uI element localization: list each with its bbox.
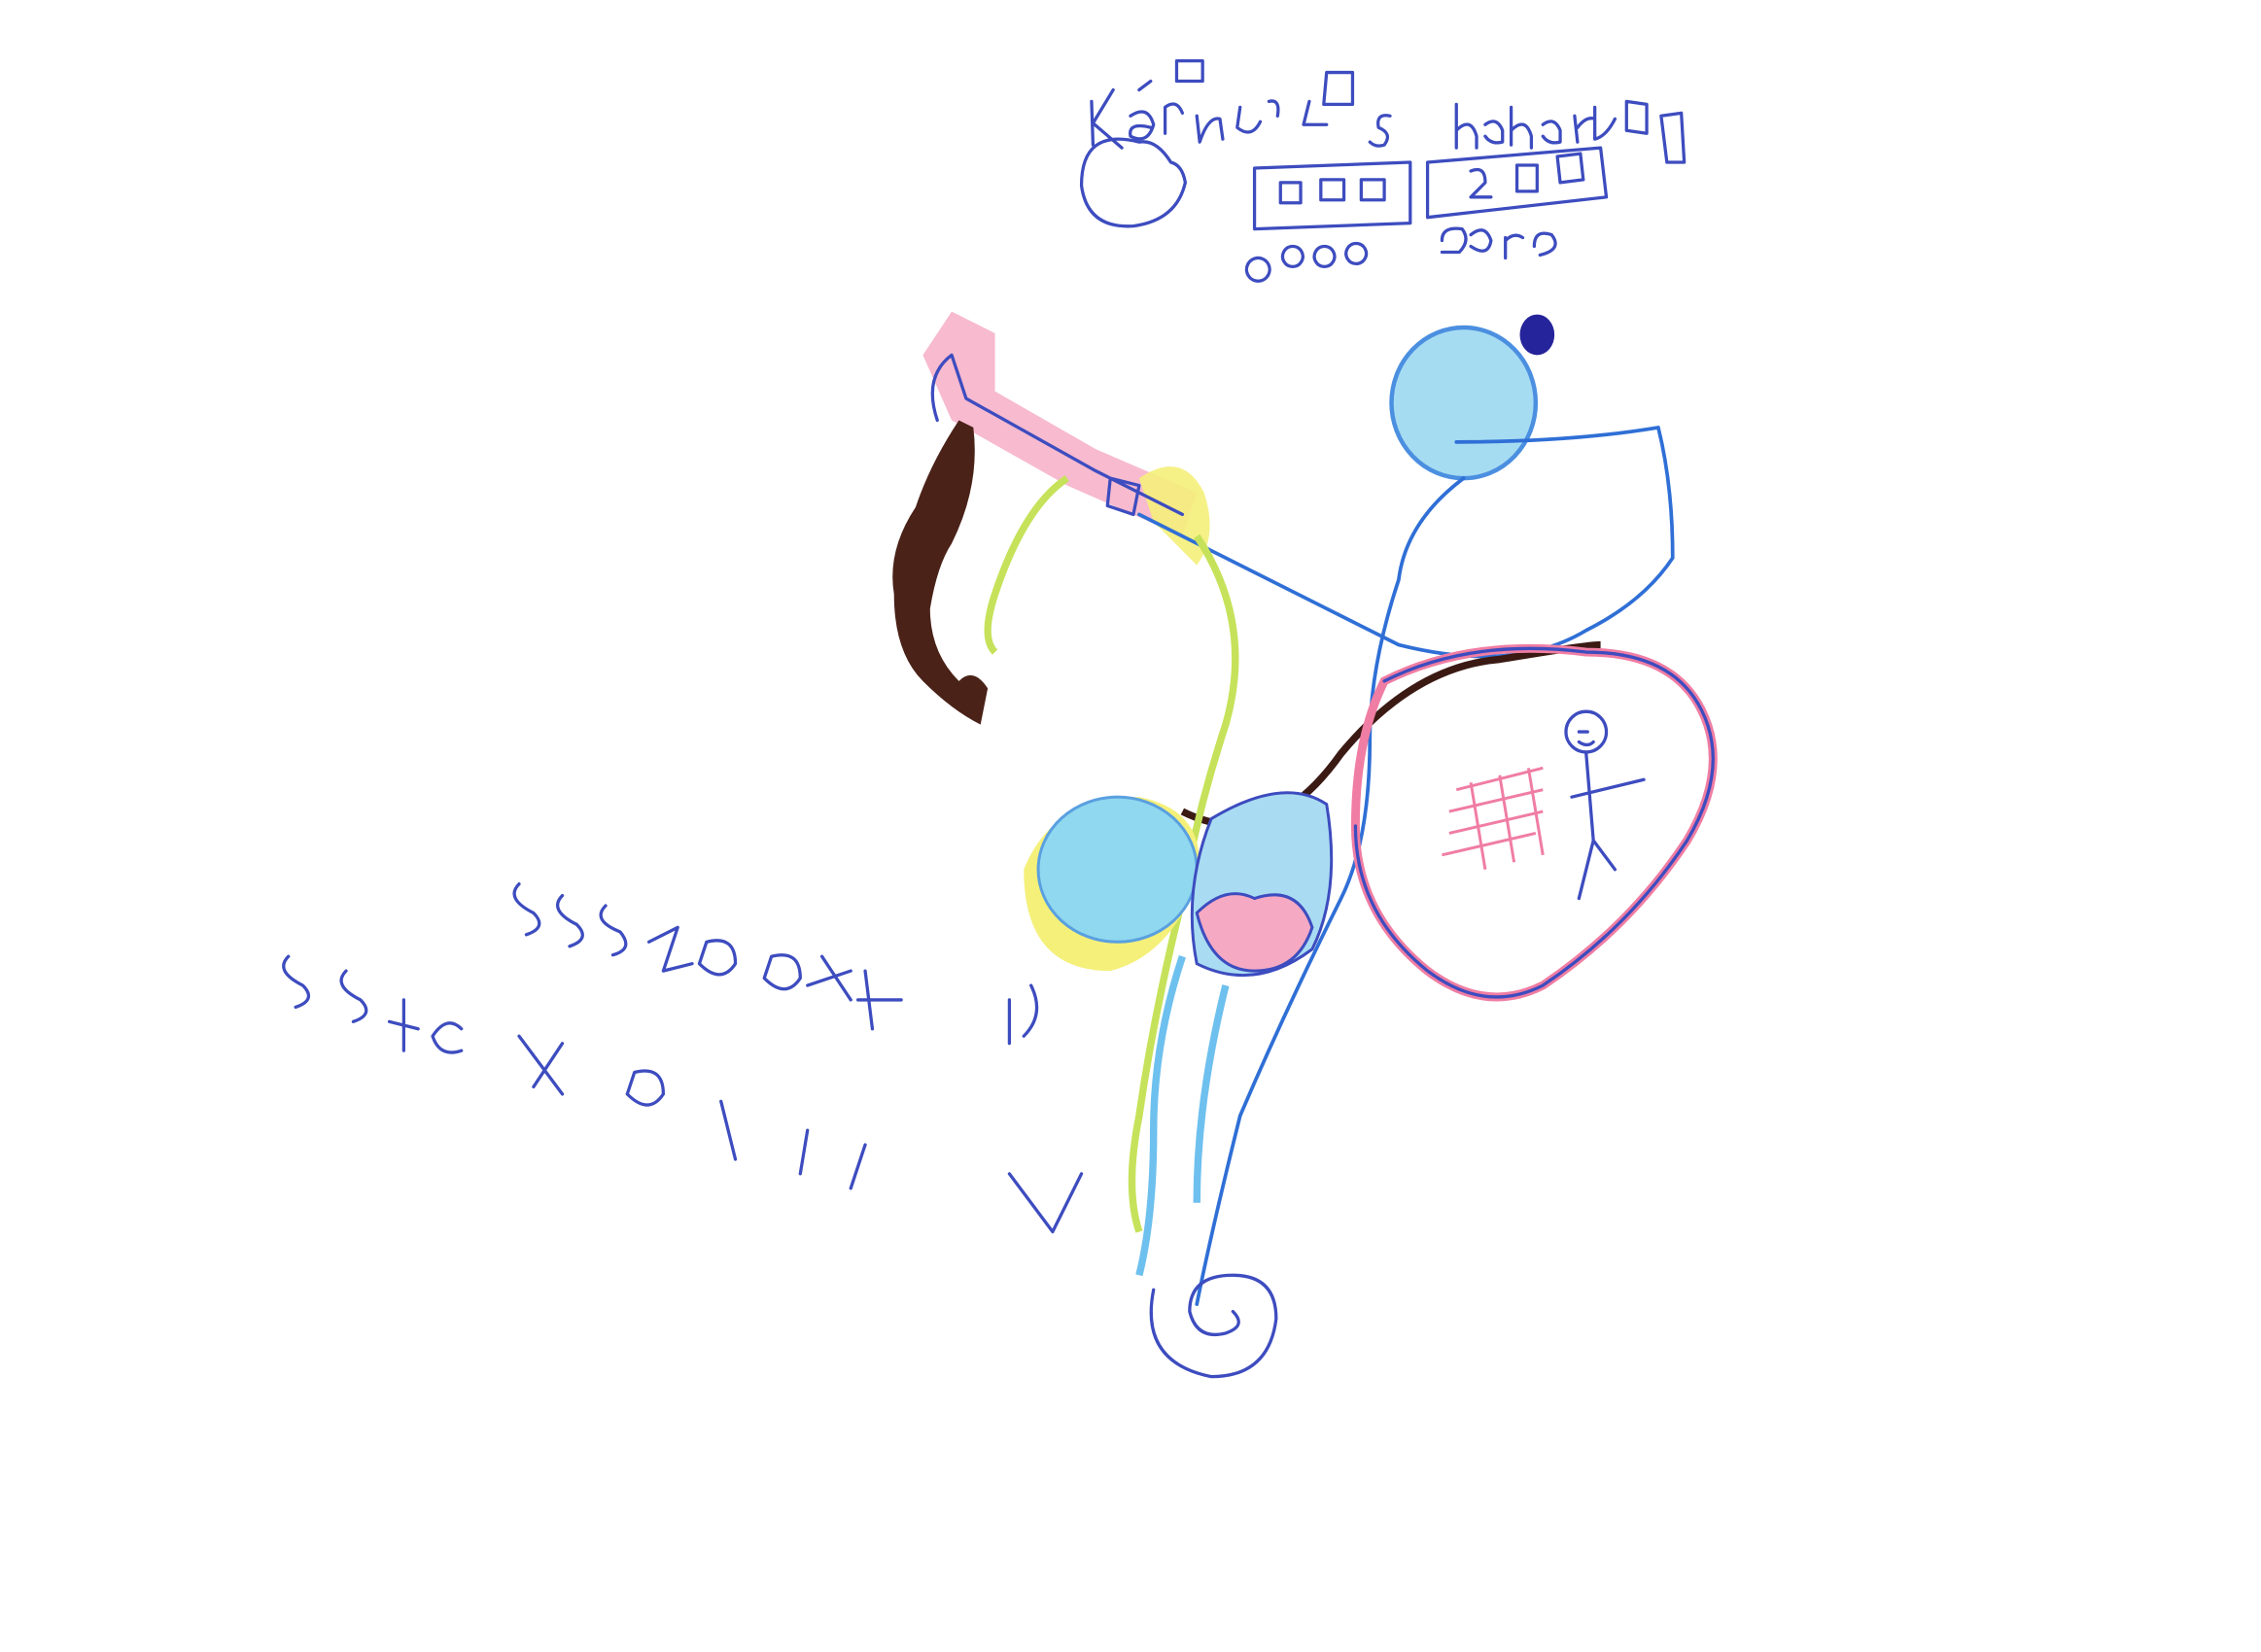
top-scribbles bbox=[1079, 58, 1687, 283]
arm-brown bbox=[892, 420, 989, 725]
flower bbox=[1195, 892, 1314, 973]
arm-pink bbox=[922, 311, 1198, 536]
wing-pink-outline bbox=[1353, 646, 1715, 999]
ladder bbox=[1442, 766, 1545, 870]
wing-blue bbox=[1137, 426, 1675, 659]
head bbox=[1389, 325, 1539, 481]
stick-figure bbox=[1564, 709, 1646, 901]
oval-blue bbox=[1036, 795, 1199, 944]
hair-bun bbox=[1519, 314, 1555, 356]
arm-outline bbox=[930, 353, 1185, 517]
leg-blue bbox=[1135, 955, 1230, 1277]
left-scribbles bbox=[282, 882, 1084, 1234]
spiral bbox=[1149, 1273, 1278, 1379]
